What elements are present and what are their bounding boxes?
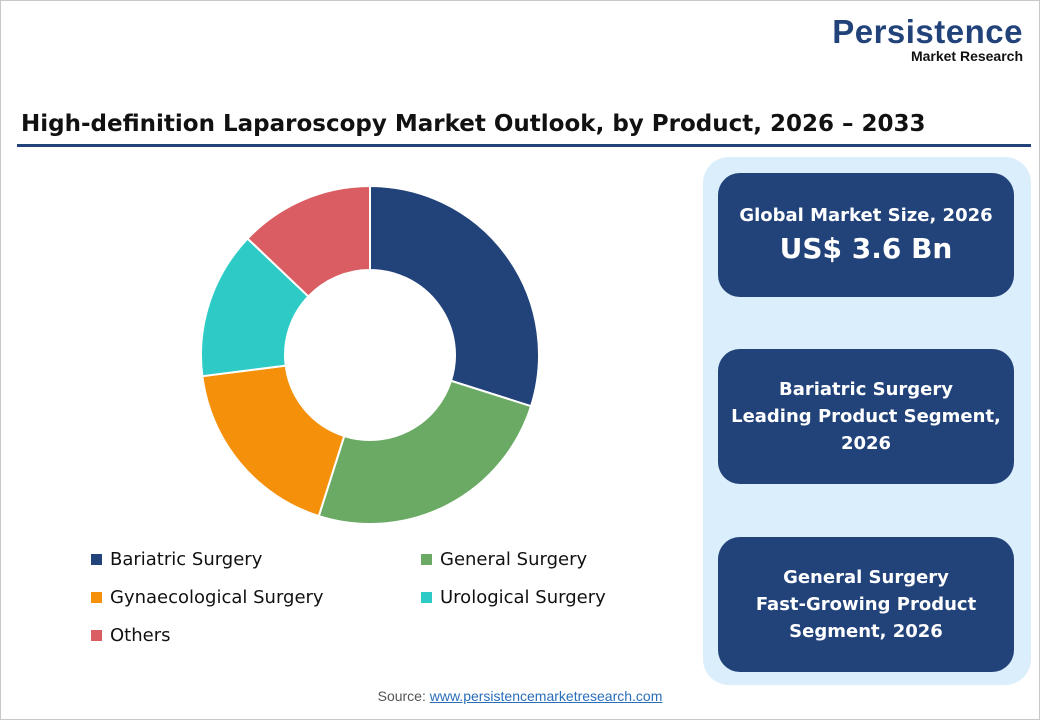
legend-label: Urological Surgery (440, 587, 606, 608)
chart-title: High-definition Laparoscopy Market Outlo… (21, 111, 926, 137)
legend-label: General Surgery (440, 549, 588, 570)
card-value: US$ 3.6 Bn (779, 232, 953, 265)
market-size-card: Global Market Size, 2026 US$ 3.6 Bn (718, 173, 1014, 297)
card-line: Fast-Growing Product (755, 594, 977, 615)
donut-slice-others (246, 184, 371, 298)
legend-label: Bariatric Surgery (110, 549, 263, 570)
title-divider (17, 144, 1031, 147)
source-link[interactable]: www.persistencemarketresearch.com (429, 688, 663, 704)
logo-line1: Persistence (832, 13, 1023, 50)
legend-label: Gynaecological Surgery (110, 587, 324, 608)
legend-swatch (421, 554, 432, 565)
summary-panel: Global Market Size, 2026 US$ 3.6 Bn Bari… (703, 157, 1031, 685)
donut-chart (200, 184, 540, 525)
card-line: Segment, 2026 (789, 621, 943, 642)
source-label: Source: (377, 688, 426, 704)
legend-item: Urological Surgery (421, 587, 606, 608)
card-line: General Surgery (783, 567, 949, 588)
donut-slice-bariatric-surgery (369, 184, 540, 408)
legend-swatch (91, 592, 102, 603)
legend-item: Gynaecological Surgery (91, 587, 324, 608)
card-line: 2026 (840, 433, 892, 454)
card-label: Global Market Size, 2026 (739, 205, 993, 226)
card-line: Bariatric Surgery (778, 379, 953, 400)
leading-segment-card: Bariatric Surgery Leading Product Segmen… (718, 349, 1014, 484)
legend-label: Others (110, 625, 171, 646)
legend-swatch (91, 554, 102, 565)
logo: Persistence Market Research (832, 13, 1023, 64)
legend-item: General Surgery (421, 549, 587, 570)
fast-growing-card: General Surgery Fast-Growing Product Seg… (718, 537, 1014, 672)
donut-slice-gynaecological-surgery (201, 364, 346, 518)
legend-swatch (91, 630, 102, 641)
donut-slice-general-surgery (317, 379, 533, 525)
card-line: Leading Product Segment, (731, 406, 1001, 427)
legend-item: Bariatric Surgery (91, 549, 262, 570)
legend-swatch (421, 592, 432, 603)
logo-line2: Market Research (910, 48, 1023, 64)
legend-item: Others (91, 625, 171, 646)
source-note: Source: www.persistencemarketresearch.co… (1, 688, 1039, 704)
